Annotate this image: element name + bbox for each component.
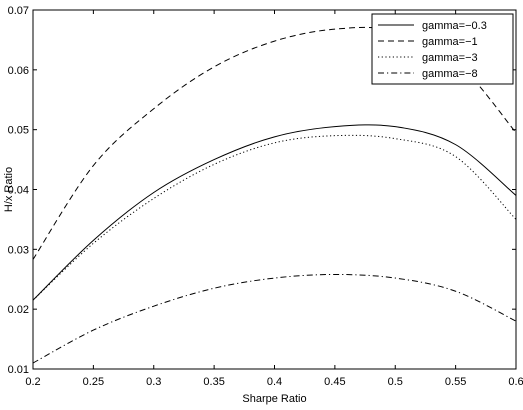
x-tick-label: 0.6 — [508, 376, 523, 388]
axis-ticks: 0.2 0.25 0.3 0.35 0.4 0.45 0.5 0.55 0.6 0.01 0.02 0… — [8, 5, 523, 388]
series-line-2 — [32, 26, 517, 260]
legend-label: gamma=−8 — [422, 68, 478, 80]
legend-box — [371, 13, 514, 85]
x-tick-label: 0.3 — [146, 376, 161, 388]
y-axis-title: H/x Ratio — [3, 167, 15, 212]
x-axis-title: Sharpe Ratio — [242, 393, 306, 405]
x-tick-label: 0.25 — [83, 376, 104, 388]
x-tick-label: 0.45 — [324, 376, 345, 388]
series-line-3 — [32, 134, 517, 301]
y-tick-label: 0.07 — [8, 5, 29, 17]
x-tick-label: 0.4 — [267, 376, 282, 388]
legend-label: gamma=−0.3 — [422, 20, 487, 32]
series-line-1 — [32, 124, 517, 301]
y-tick-label: 0.01 — [8, 364, 29, 376]
legend-label: gamma=−3 — [422, 52, 478, 64]
x-tick-label: 0.2 — [25, 376, 40, 388]
x-tick-label: 0.55 — [445, 376, 466, 388]
y-tick-label: 0.06 — [8, 65, 29, 77]
y-tick-label: 0.03 — [8, 244, 29, 256]
legend: gamma=−0.3 gamma=−1 gamma=−3 gamma=−8 — [371, 13, 514, 85]
x-tick-label: 0.5 — [388, 376, 403, 388]
series-layer — [32, 26, 517, 364]
series-line-4 — [32, 273, 517, 364]
y-tick-label: 0.02 — [8, 304, 29, 316]
x-tick-label: 0.35 — [203, 376, 224, 388]
y-tick-label: 0.05 — [8, 125, 29, 137]
legend-label: gamma=−1 — [422, 36, 478, 48]
y-tick-label: 0.04 — [8, 185, 29, 197]
